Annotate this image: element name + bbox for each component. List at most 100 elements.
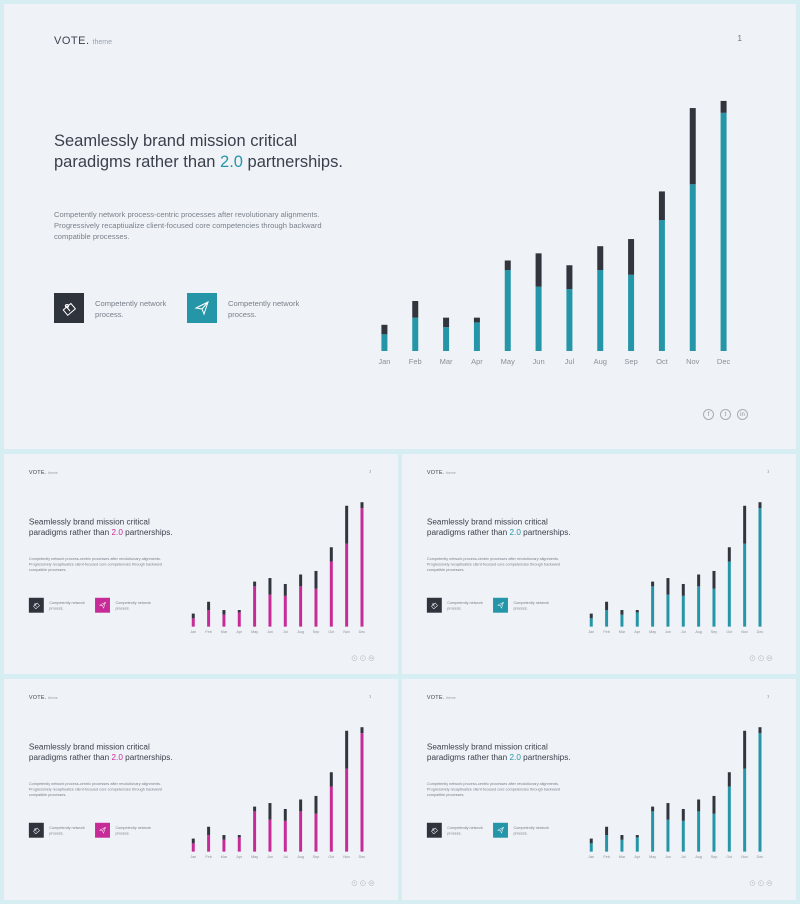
bar-mar-base: [222, 614, 226, 627]
twitter-icon[interactable]: t: [758, 655, 764, 661]
bar-may-top: [253, 806, 257, 812]
bar-aug-top: [299, 574, 303, 587]
feature-text: Competently network process.: [115, 825, 151, 836]
bar-feb-base: [412, 317, 419, 351]
twitter-icon[interactable]: t: [360, 655, 366, 661]
x-tick-label: Aug: [695, 855, 702, 859]
bar-jan-base: [381, 334, 388, 351]
x-tick-label: Nov: [343, 630, 350, 634]
twitter-icon[interactable]: t: [758, 880, 764, 886]
slide-thumbnail-magenta-1[interactable]: VOTE.theme 1 Seamlessly brand mission cr…: [4, 454, 398, 674]
bar-may-base: [504, 270, 511, 351]
bar-jan-top: [589, 838, 593, 844]
bar-jun-base: [268, 594, 272, 627]
bar-jun-top: [268, 578, 272, 595]
x-tick-label: May: [649, 855, 656, 859]
twitter-icon[interactable]: t: [360, 880, 366, 886]
slide-thumbnail-teal-1[interactable]: VOTE.theme 1 Seamlessly brand mission cr…: [402, 454, 796, 674]
bar-jun-base: [666, 819, 670, 852]
bar-nov-top: [345, 505, 349, 544]
x-tick-label: Aug: [695, 630, 702, 634]
x-tick-label: Oct: [328, 630, 334, 634]
x-tick-label: Jan: [378, 357, 390, 366]
body-paragraph: Competently network process-centric proc…: [28, 556, 163, 573]
facebook-icon[interactable]: f: [703, 409, 714, 420]
headline: Seamlessly brand mission critical paradi…: [54, 132, 343, 171]
paper-plane-icon: [95, 822, 110, 838]
facebook-icon[interactable]: f: [351, 880, 358, 886]
bar-mar-top: [620, 610, 624, 615]
linkedin-icon[interactable]: in: [766, 655, 773, 661]
page-number: 1: [368, 468, 372, 474]
bar-nov-base: [345, 543, 349, 627]
feature-text: Competently network process.: [447, 600, 483, 611]
headline: Seamlessly brand mission critical paradi…: [28, 517, 173, 538]
x-tick-label: Mar: [221, 855, 228, 859]
bar-dec-base: [758, 733, 762, 852]
x-tick-label: Apr: [471, 357, 483, 366]
bar-jul-base: [283, 820, 287, 852]
linkedin-icon[interactable]: in: [368, 655, 375, 661]
bar-may-top: [253, 581, 257, 587]
bar-sep-top: [712, 570, 716, 589]
bar-aug-base: [299, 586, 303, 627]
bar-jun-top: [268, 803, 272, 820]
social-icons: f t in: [749, 655, 773, 661]
bar-feb-top: [412, 300, 419, 318]
page-number: 1: [766, 468, 770, 474]
logo: VOTE.theme: [426, 469, 456, 476]
page-number: 1: [368, 693, 372, 699]
bar-jul-base: [681, 820, 685, 852]
bar-may-top: [651, 581, 655, 587]
bar-mar-base: [620, 614, 624, 627]
bar-jan-top: [191, 838, 195, 844]
facebook-icon[interactable]: f: [749, 880, 756, 886]
bar-nov-top: [689, 108, 696, 185]
linkedin-icon[interactable]: in: [737, 409, 748, 420]
bar-aug-base: [597, 270, 604, 351]
facebook-icon[interactable]: f: [749, 655, 756, 661]
gift-icon: [28, 597, 44, 613]
twitter-icon[interactable]: t: [720, 409, 731, 420]
headline: Seamlessly brand mission critical paradi…: [426, 517, 571, 538]
x-tick-label: Jun: [665, 855, 671, 859]
x-tick-label: Dec: [717, 357, 731, 366]
headline: Seamlessly brand mission critical paradi…: [426, 742, 571, 763]
slide-thumbnail-magenta-2[interactable]: VOTE.theme 1 Seamlessly brand mission cr…: [4, 679, 398, 900]
feature-text: Competently network process.: [228, 299, 300, 319]
x-tick-label: Nov: [741, 630, 748, 634]
bar-jul-top: [681, 808, 685, 821]
body-paragraph: Competently network process-centric proc…: [54, 210, 322, 242]
bar-dec-top: [360, 502, 364, 509]
gift-icon: [426, 822, 442, 838]
bar-dec-base: [360, 733, 364, 852]
x-tick-label: Sep: [313, 855, 320, 859]
bar-apr-base: [237, 612, 241, 627]
facebook-icon[interactable]: f: [351, 655, 358, 661]
bar-jul-base: [681, 595, 685, 627]
bar-oct-top: [658, 191, 665, 220]
gift-icon: [28, 822, 44, 838]
x-tick-label: Feb: [205, 855, 211, 859]
linkedin-icon[interactable]: in: [368, 880, 375, 886]
gift-icon: [426, 597, 442, 613]
bar-dec-base: [720, 112, 727, 351]
bar-feb-base: [605, 835, 609, 852]
slide-thumbnail-teal-2[interactable]: VOTE.theme 1 Seamlessly brand mission cr…: [402, 679, 796, 900]
x-tick-label: Jun: [267, 630, 273, 634]
body-paragraph: Competently network process-centric proc…: [426, 781, 561, 798]
slide-main[interactable]: VOTE. theme 1 Seamlessly brand mission cr…: [4, 4, 796, 449]
bar-mar-base: [443, 327, 450, 351]
bar-jun-base: [666, 594, 670, 627]
x-tick-label: Mar: [440, 357, 453, 366]
bar-sep-base: [712, 813, 716, 852]
logo: VOTE.theme: [28, 694, 58, 701]
bar-mar-base: [222, 839, 226, 852]
bar-aug-top: [597, 246, 604, 271]
page-number: 1: [737, 34, 742, 43]
linkedin-icon[interactable]: in: [766, 880, 773, 886]
bar-dec-base: [360, 508, 364, 627]
bar-dec-top: [720, 100, 727, 113]
bar-aug-base: [299, 811, 303, 852]
bar-jul-base: [566, 289, 573, 351]
